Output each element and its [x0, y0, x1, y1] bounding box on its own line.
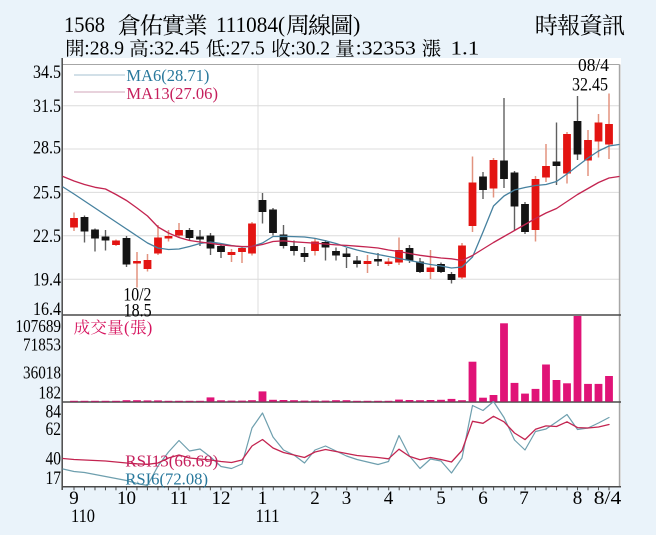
svg-text:22.5: 22.5 [33, 227, 61, 247]
svg-text:8/4: 8/4 [594, 488, 622, 509]
svg-text:11: 11 [170, 488, 188, 509]
svg-text:MA6(28.71): MA6(28.71) [126, 66, 209, 85]
svg-text:1568: 1568 [64, 12, 105, 37]
svg-text::27.5: :27.5 [225, 38, 265, 59]
svg-text:107689: 107689 [16, 316, 62, 336]
svg-text::30.2: :30.2 [290, 38, 330, 59]
svg-text:12: 12 [212, 488, 231, 509]
svg-text:(: ( [124, 318, 130, 337]
svg-text:10/2: 10/2 [123, 286, 151, 306]
svg-text:4: 4 [384, 488, 394, 509]
svg-text:1: 1 [258, 488, 268, 509]
svg-text:MA13(27.06): MA13(27.06) [126, 84, 218, 103]
svg-text:28.5: 28.5 [33, 139, 61, 159]
svg-text:40: 40 [46, 450, 62, 470]
svg-text:5: 5 [436, 488, 446, 509]
svg-text:): ) [147, 318, 153, 337]
svg-text::32353: :32353 [356, 38, 416, 59]
svg-text:32.45: 32.45 [572, 76, 608, 96]
svg-text:18.5: 18.5 [124, 301, 152, 321]
svg-text:RSI6(72.08): RSI6(72.08) [125, 470, 208, 489]
svg-text:111084(: 111084( [216, 12, 285, 37]
svg-text:84: 84 [46, 403, 62, 423]
svg-text:2: 2 [310, 488, 320, 509]
svg-text:10: 10 [117, 488, 136, 509]
svg-text:1.1: 1.1 [451, 38, 480, 59]
svg-text:111: 111 [256, 507, 280, 527]
svg-text:7: 7 [519, 488, 529, 509]
svg-text:31.5: 31.5 [33, 97, 61, 117]
svg-text:): ) [353, 12, 360, 37]
svg-text:3: 3 [342, 488, 352, 509]
svg-text:RSI13(66.69): RSI13(66.69) [125, 452, 218, 471]
svg-text:110: 110 [71, 507, 95, 527]
svg-text:17: 17 [46, 469, 62, 489]
svg-text:6: 6 [478, 488, 488, 509]
svg-text:71853: 71853 [23, 334, 61, 354]
svg-text:34.5: 34.5 [33, 63, 61, 83]
svg-text:182: 182 [39, 382, 62, 402]
svg-text:19.4: 19.4 [33, 270, 61, 290]
svg-text:25.5: 25.5 [33, 184, 61, 204]
svg-text:16.4: 16.4 [33, 300, 61, 320]
svg-text:9: 9 [69, 488, 79, 509]
svg-text:62: 62 [46, 420, 62, 440]
svg-text::32.45: :32.45 [149, 38, 200, 59]
svg-text::28.9: :28.9 [84, 38, 124, 59]
svg-text:08/4: 08/4 [578, 55, 609, 75]
svg-text:36018: 36018 [23, 362, 61, 382]
svg-text:8: 8 [573, 488, 583, 509]
